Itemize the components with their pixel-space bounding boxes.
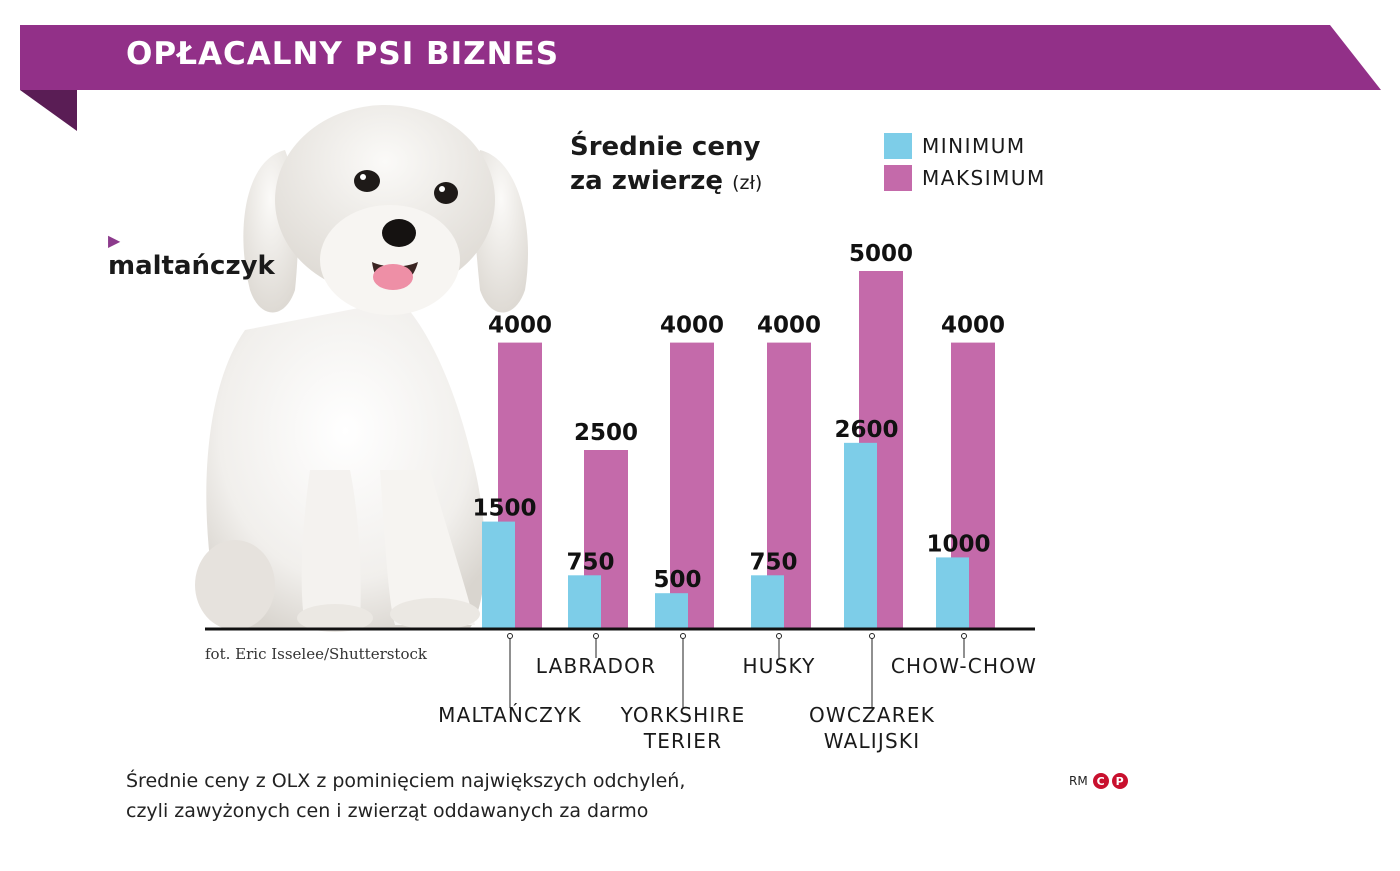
bar-minimum-3 <box>751 575 784 629</box>
chart-title: Średnie ceny za zwierzę (zł) <box>570 130 762 200</box>
data-label-maximum-0: 4000 <box>488 313 552 339</box>
chart-title-line1: Średnie ceny <box>570 132 761 162</box>
leader-dot-3 <box>776 633 782 639</box>
bar-minimum-1 <box>568 575 601 629</box>
leader-dot-5 <box>961 633 967 639</box>
data-label-minimum-1: 750 <box>566 549 614 575</box>
category-label-4-1: WALIJSKI <box>824 729 921 753</box>
leader-dot-2 <box>680 633 686 639</box>
rm-text: RM <box>1069 774 1088 788</box>
dog-label: ▶ maltańczyk <box>108 232 275 282</box>
phonogram-icon: P <box>1111 773 1128 789</box>
bar-minimum-0 <box>482 521 515 629</box>
category-label-5-0: CHOW-CHOW <box>891 654 1037 678</box>
data-label-minimum-0: 1500 <box>472 496 536 522</box>
legend-swatch-minimum <box>884 133 912 159</box>
category-label-2-0: YORKSHIRE <box>620 703 746 727</box>
chart-legend: MINIMUM MAKSIMUM <box>884 130 1046 194</box>
banner-fold <box>20 90 77 131</box>
legend-swatch-maximum <box>884 165 912 191</box>
bar-maximum-2 <box>670 342 714 629</box>
category-label-2-1: TERIER <box>643 729 722 753</box>
legend-item-maximum: MAKSIMUM <box>884 162 1046 194</box>
copyright-icon: C <box>1092 773 1109 789</box>
footnote: Średnie ceny z OLX z pominięciem najwięk… <box>126 766 685 826</box>
data-label-minimum-4: 2600 <box>834 417 898 443</box>
rm-copyright-mark: RM C P <box>1069 773 1128 789</box>
chart-title-unit: (zł) <box>732 172 763 194</box>
legend-label-minimum: MINIMUM <box>922 134 1026 158</box>
data-label-maximum-5: 4000 <box>941 313 1005 339</box>
data-label-maximum-1: 2500 <box>574 420 638 446</box>
legend-label-maximum: MAKSIMUM <box>922 166 1046 190</box>
data-label-maximum-2: 4000 <box>660 313 724 339</box>
bar-minimum-4 <box>844 442 877 629</box>
footnote-line1: Średnie ceny z OLX z pominięciem najwięk… <box>126 770 686 792</box>
footnote-line2: czyli zawyżonych cen i zwierząt oddawany… <box>126 800 649 822</box>
category-label-4-0: OWCZAREK <box>809 703 935 727</box>
banner-background <box>20 25 1381 90</box>
bar-minimum-5 <box>936 557 969 629</box>
category-label-3-0: HUSKY <box>743 654 816 678</box>
category-label-1-0: LABRADOR <box>536 654 656 678</box>
data-label-minimum-2: 500 <box>653 567 701 593</box>
data-label-minimum-5: 1000 <box>926 531 990 557</box>
data-label-maximum-3: 4000 <box>757 313 821 339</box>
dog-label-name: maltańczyk <box>108 251 275 281</box>
category-label-0-0: MALTAŃCZYK <box>438 703 582 727</box>
photo-credit: fot. Eric Isselee/Shutterstock <box>205 645 427 663</box>
title-banner <box>20 25 1381 131</box>
bar-minimum-2 <box>655 593 688 629</box>
leader-dot-1 <box>593 633 599 639</box>
leader-dot-0 <box>507 633 513 639</box>
arrow-right-icon: ▶ <box>108 231 121 250</box>
data-label-maximum-4: 5000 <box>849 241 913 267</box>
chart-title-line2: za zwierzę <box>570 166 724 196</box>
legend-item-minimum: MINIMUM <box>884 130 1046 162</box>
banner-title: OPŁACALNY PSI BIZNES <box>126 36 560 72</box>
leader-dot-4 <box>869 633 875 639</box>
data-label-minimum-3: 750 <box>749 549 797 575</box>
